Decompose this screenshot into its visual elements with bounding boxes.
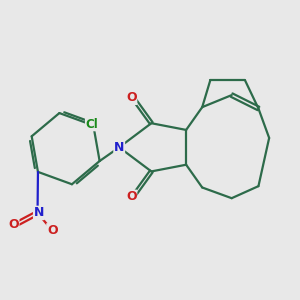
Text: Cl: Cl (85, 118, 98, 130)
Text: N: N (114, 141, 124, 154)
Text: O: O (126, 190, 136, 203)
Text: O: O (8, 218, 19, 232)
Text: O: O (126, 91, 136, 104)
Text: O: O (47, 224, 58, 237)
Text: N: N (34, 206, 44, 219)
